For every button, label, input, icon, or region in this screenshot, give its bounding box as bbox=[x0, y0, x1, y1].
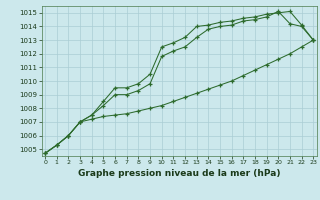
X-axis label: Graphe pression niveau de la mer (hPa): Graphe pression niveau de la mer (hPa) bbox=[78, 169, 280, 178]
